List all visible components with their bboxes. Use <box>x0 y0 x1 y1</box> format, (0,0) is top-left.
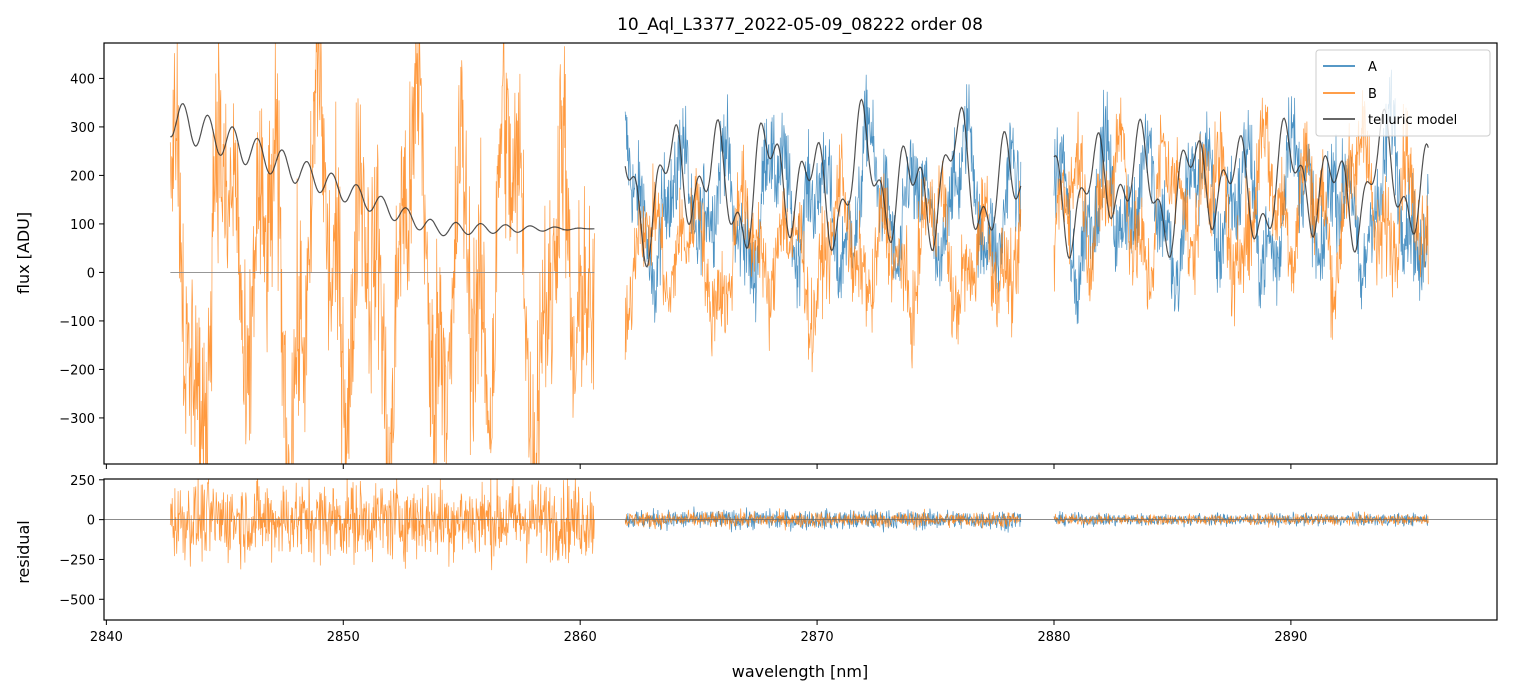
main-axes-frame <box>103 42 1498 465</box>
main-plot-area <box>169 43 1429 464</box>
residual-plot-area <box>104 479 1497 571</box>
chart-title: 10_Aql_L3377_2022-05-09_08222 order 08 <box>617 15 983 35</box>
main-panel: −300 −200 −100 0 100 200 300 400 flux [ADU] <box>14 42 1498 469</box>
series-b-line <box>1053 90 1429 340</box>
residual-panel: −500 −250 0 250 2840 2850 2860 2870 2880 2890 re… <box>14 474 1498 681</box>
main-x-ticks <box>105 464 1292 469</box>
residual-y-tick-label: 0 <box>87 514 95 529</box>
x-tick-label: 2890 <box>1274 630 1307 645</box>
main-y-tick-label: −200 <box>59 363 95 378</box>
telluric-model-line <box>1053 108 1429 259</box>
legend-label-a: A <box>1368 60 1377 75</box>
main-y-tick-label: 400 <box>70 72 95 87</box>
legend-box <box>1315 49 1491 137</box>
main-y-tick-label: −300 <box>59 412 95 427</box>
x-tick-label: 2840 <box>90 630 123 645</box>
x-tick-label: 2870 <box>801 630 834 645</box>
residual-y-axis-label: residual <box>14 520 33 583</box>
x-tick-label: 2880 <box>1037 630 1070 645</box>
main-y-tick-label: 0 <box>87 266 95 281</box>
main-y-tick-label: 300 <box>70 121 95 136</box>
x-tick-label: 2850 <box>327 630 360 645</box>
series-a-line <box>1053 69 1429 325</box>
series-b-line <box>624 133 1022 373</box>
residual-y-tick-label: 250 <box>70 474 95 489</box>
residual-y-ticks: −500 −250 0 250 <box>59 474 104 608</box>
legend-label-telluric: telluric model <box>1368 113 1457 128</box>
telluric-model-line <box>624 98 1022 268</box>
main-y-tick-label: −100 <box>59 315 95 330</box>
telluric-model-line <box>170 103 595 237</box>
residual-b-line <box>169 479 595 571</box>
main-y-tick-label: 200 <box>70 169 95 184</box>
x-axis-label: wavelength [nm] <box>732 662 869 681</box>
main-y-tick-label: 100 <box>70 218 95 233</box>
legend: A B telluric model <box>1315 49 1491 137</box>
main-y-ticks: −300 −200 −100 0 100 200 300 400 <box>59 72 104 427</box>
residual-y-tick-label: −500 <box>59 593 95 608</box>
legend-label-b: B <box>1368 87 1377 102</box>
main-y-axis-label: flux [ADU] <box>14 212 33 294</box>
residual-x-ticks: 2840 2850 2860 2870 2880 2890 <box>90 620 1307 645</box>
residual-axes-frame <box>103 478 1498 621</box>
residual-y-tick-label: −250 <box>59 553 95 568</box>
residual-b-line <box>624 508 1022 531</box>
x-tick-label: 2860 <box>564 630 597 645</box>
